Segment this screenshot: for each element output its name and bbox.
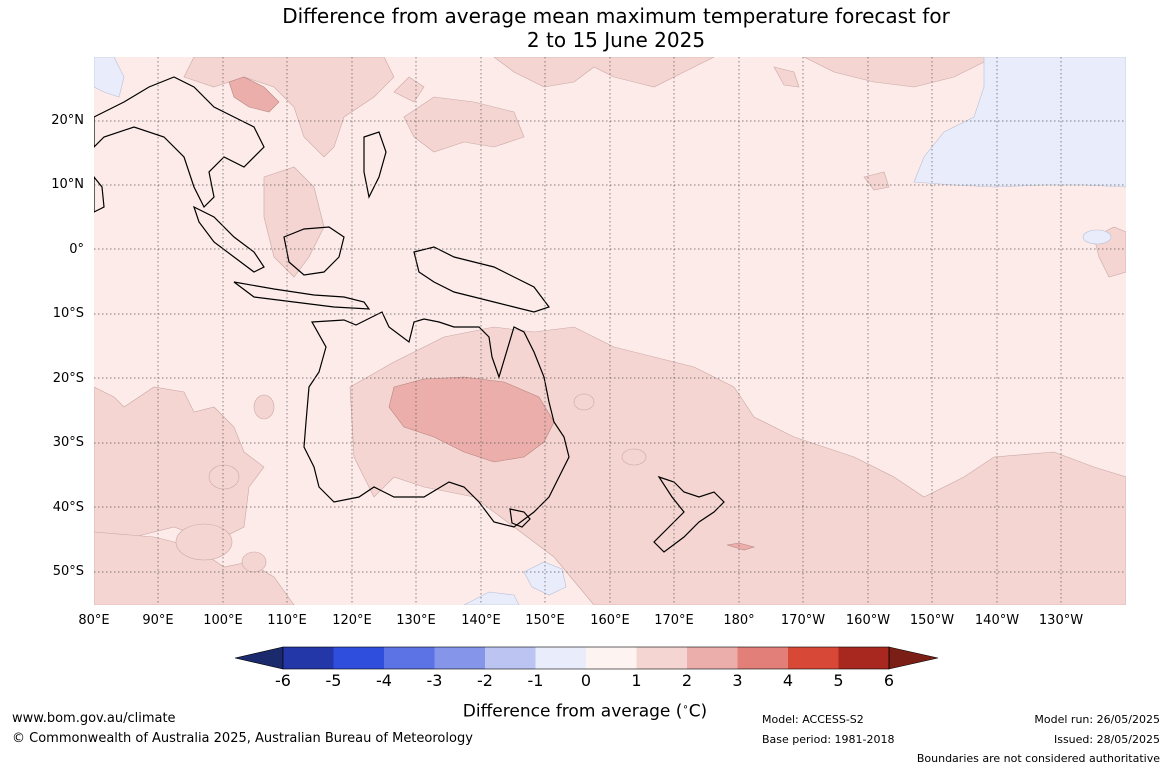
colorbar-tick-label: -3: [426, 671, 443, 690]
lon-label-130w: 130°W: [1038, 613, 1084, 628]
colorbar-swatch: [636, 647, 688, 669]
new-zealand-outline: [653, 475, 725, 553]
colorbar-arrow-low: [234, 646, 284, 670]
colorbar-swatch: [586, 647, 637, 669]
java-outline: [233, 281, 371, 310]
footer-model: Model: ACCESS-S2: [762, 713, 864, 726]
colorbar-outline: [282, 646, 890, 670]
lon-label-110e: 110°E: [267, 613, 307, 628]
colorbar-tick-label: -1: [527, 671, 544, 690]
lat-label-20s: 20°S: [52, 371, 84, 386]
colorbar-label-unit: C): [688, 701, 708, 722]
colorbar-swatch: [283, 647, 334, 669]
lon-label-180: 180°: [723, 613, 755, 628]
colorbar-swatch: [838, 647, 890, 669]
colorbar-tick-label: 3: [732, 671, 743, 690]
lon-label-150e: 150°E: [525, 613, 565, 628]
lat-label-30s: 30°S: [52, 435, 84, 450]
colorbar-label-prefix: Difference from average (: [462, 701, 683, 722]
coastlines: [94, 76, 725, 553]
asia-mainland-outline: [94, 76, 265, 209]
colorbar-tick-label: 6: [883, 671, 895, 690]
sri-lanka-outline: [94, 176, 105, 213]
footer-base-period: Base period: 1981-2018: [762, 733, 895, 746]
colorbar-tick-label: 4: [782, 671, 794, 690]
colorbar-label: Difference from average (∘C): [420, 697, 750, 723]
philippines-outline: [363, 131, 387, 199]
lon-label-170e: 170°E: [654, 613, 694, 628]
title-line-1: Difference from average mean maximum tem…: [282, 4, 950, 28]
colorbar-swatch: [333, 647, 385, 669]
lon-label-150w: 150°W: [909, 613, 955, 628]
footer-model-run: Model run: 26/05/2025: [1034, 713, 1160, 726]
lat-label-equator: 0°: [69, 242, 84, 257]
map-panel: [94, 57, 1126, 605]
anomaly-2-3-regions: [228, 76, 756, 551]
lon-label-170w: 170°W: [780, 613, 826, 628]
degree-symbol: ∘: [682, 702, 689, 713]
tasmania-outline: [509, 508, 531, 528]
lon-label-80e: 80°E: [78, 613, 110, 628]
footer-website: www.bom.gov.au/climate: [12, 711, 176, 726]
borneo-outline: [283, 226, 345, 276]
colorbar-tick-label: 5: [833, 671, 844, 690]
colorbar-tick-label: 2: [681, 671, 693, 690]
lon-label-160e: 160°E: [590, 613, 630, 628]
colorbar-swatches: [234, 646, 939, 670]
colorbar-swatch: [788, 647, 839, 669]
colorbar-tick-label: 0: [580, 671, 592, 690]
footer-disclaimer: Boundaries are not considered authoritat…: [916, 752, 1160, 765]
australia-outline: [303, 311, 570, 528]
footer-copyright: © Commonwealth of Australia 2025, Austra…: [12, 731, 473, 746]
colorbar-swatch: [687, 647, 738, 669]
title-line-2: 2 to 15 June 2025: [526, 28, 706, 52]
lon-label-120e: 120°E: [332, 613, 372, 628]
lat-label-20n: 20°N: [51, 113, 84, 128]
colorbar-swatch: [485, 647, 536, 669]
colorbar-tick-label: -5: [325, 671, 342, 690]
colorbar-arrow-high: [888, 646, 939, 670]
lon-label-160w: 160°W: [845, 613, 891, 628]
chart-title: Difference from average mean maximum tem…: [0, 4, 1173, 52]
lat-label-40s: 40°S: [52, 500, 84, 515]
colorbar-tick-label: -4: [376, 671, 392, 690]
footer-issued: Issued: 28/05/2025: [1053, 733, 1160, 746]
lat-label-10n: 10°N: [51, 177, 84, 192]
colorbar-swatch: [535, 647, 587, 669]
colorbar-swatch: [384, 647, 435, 669]
lon-label-140e: 140°E: [461, 613, 501, 628]
lat-label-10s: 10°S: [52, 306, 84, 321]
anomaly-1-2-regions: [94, 57, 1126, 605]
anomaly-map: [94, 57, 1126, 605]
lon-label-90e: 90°E: [142, 613, 174, 628]
colorbar-tick-label: 1: [631, 671, 642, 690]
sumatra-outline: [192, 205, 265, 273]
colorbar-tick-label: -6: [275, 671, 291, 690]
lat-label-50s: 50°S: [52, 564, 84, 579]
lon-label-100e: 100°E: [203, 613, 243, 628]
colorbar-swatch: [434, 647, 486, 669]
new-guinea-outline: [413, 246, 550, 313]
lon-label-140w: 140°W: [974, 613, 1020, 628]
graticule: [94, 57, 1126, 605]
colorbar-tick-label: -2: [477, 671, 493, 690]
lon-label-130e: 130°E: [396, 613, 436, 628]
colorbar-swatch: [737, 647, 789, 669]
